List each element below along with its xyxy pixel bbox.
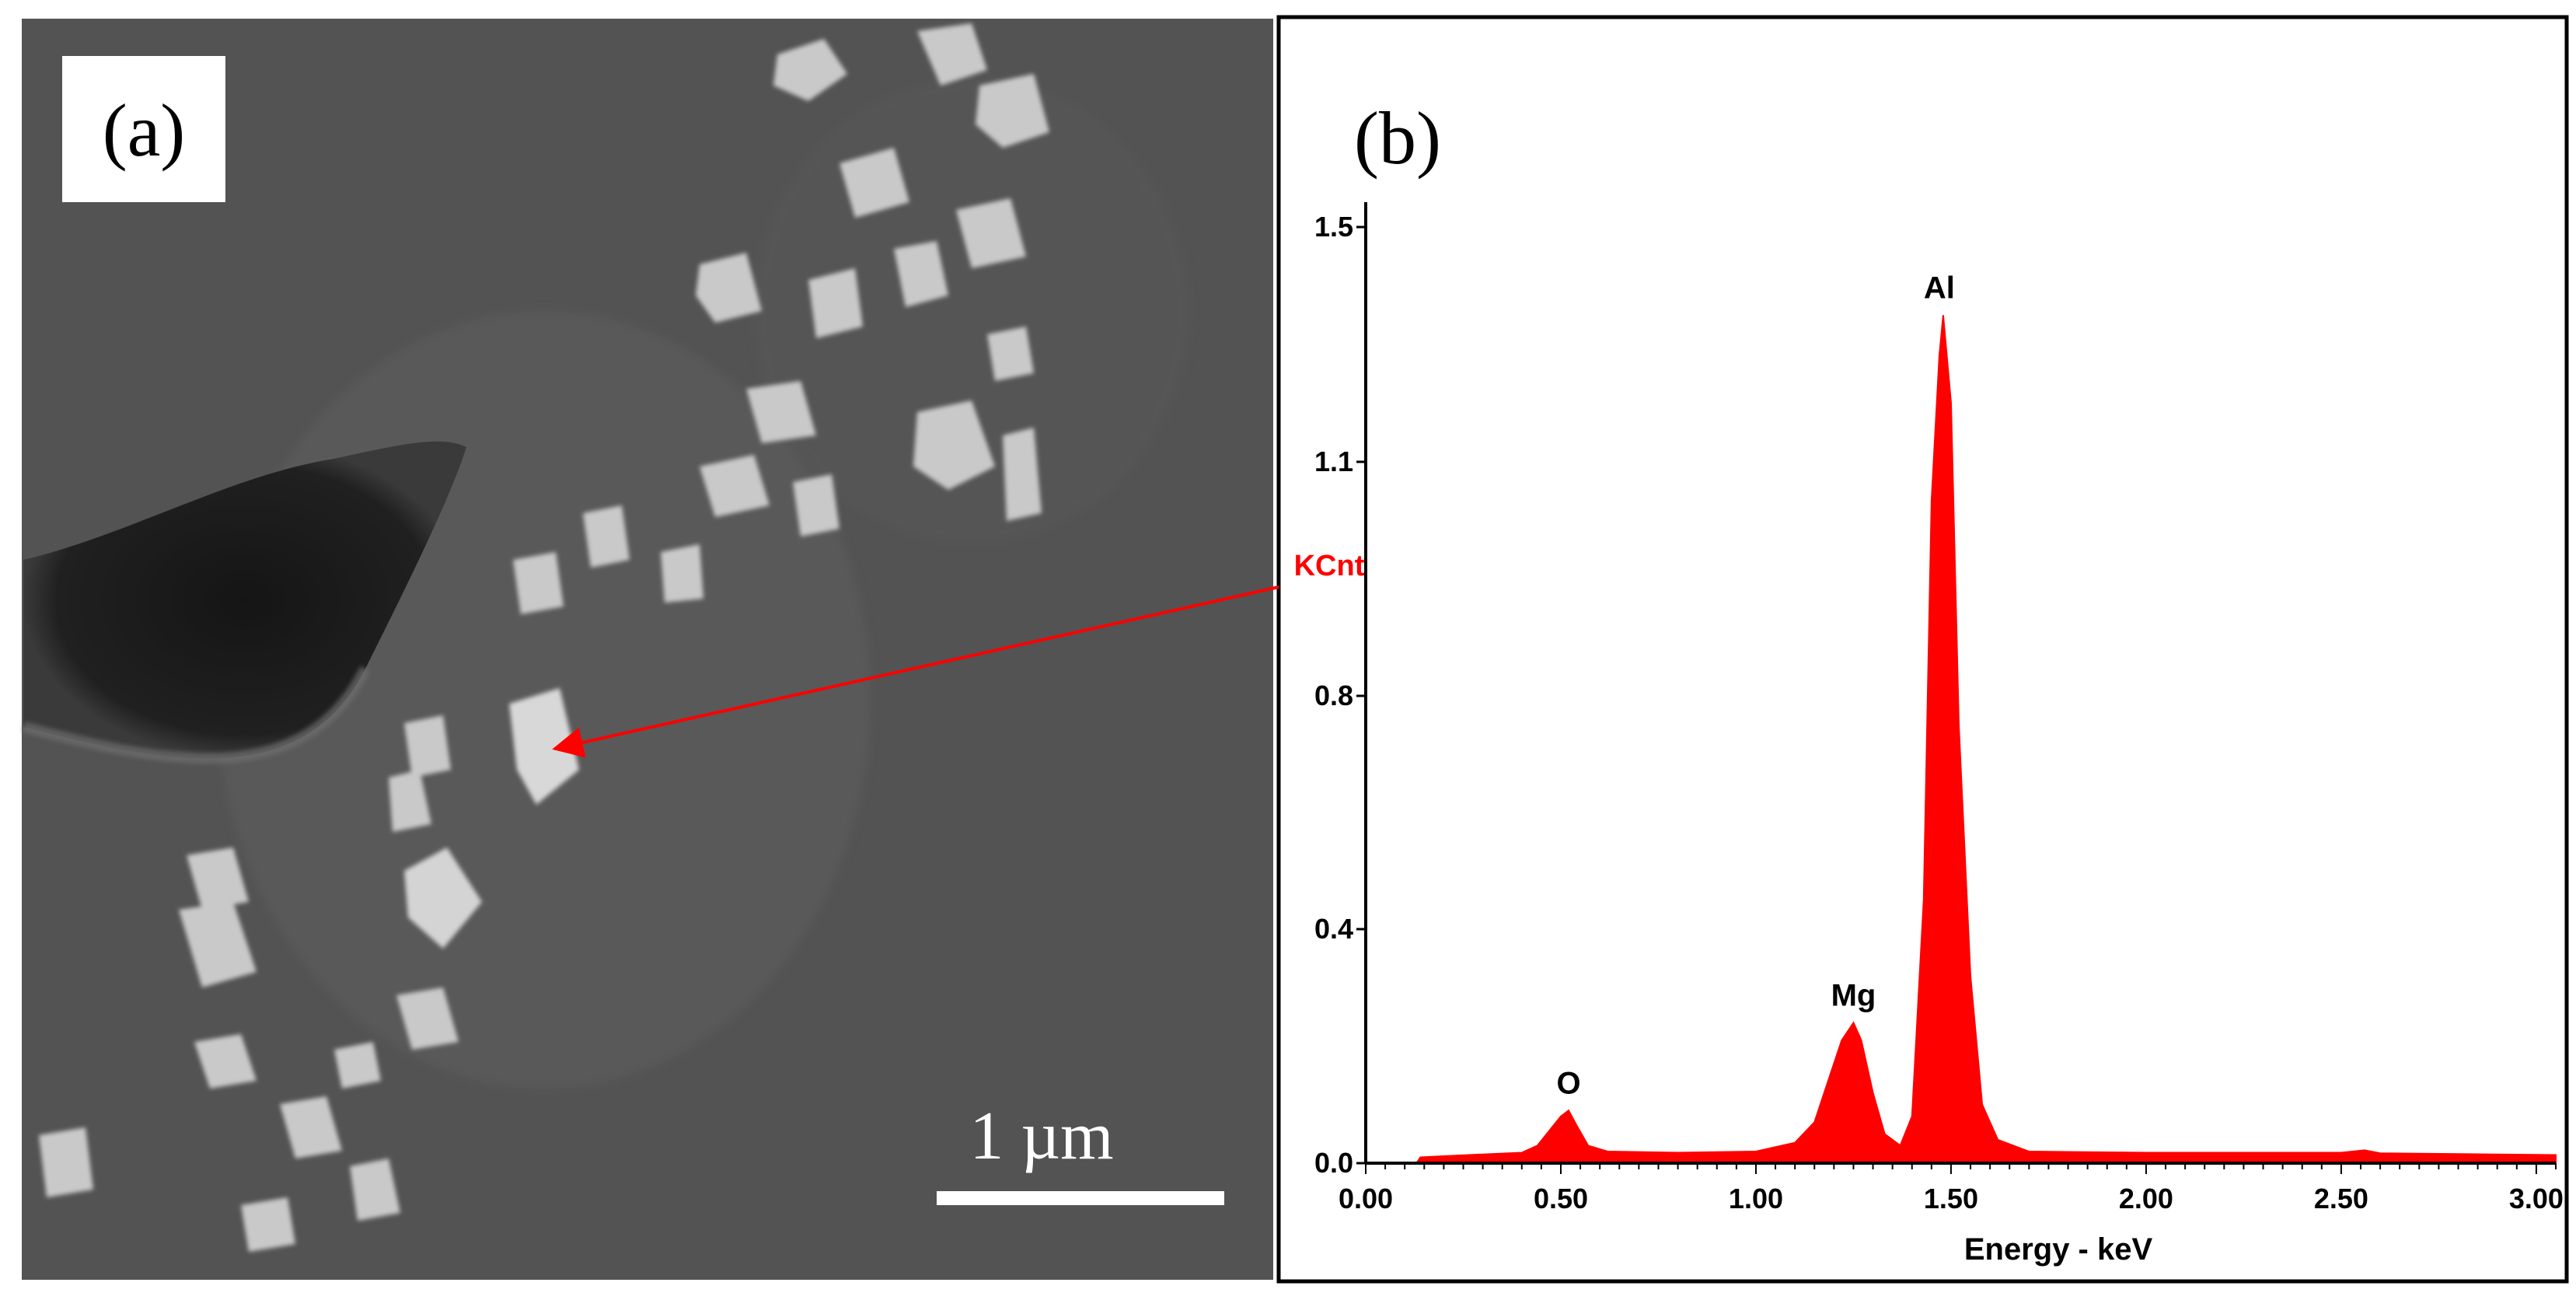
- sem-particle: [746, 381, 816, 443]
- sem-particle: [956, 198, 1026, 268]
- y-axis-label: KCnt: [1294, 550, 1365, 582]
- sem-pore-rim: [22, 666, 371, 764]
- sem-particle: [241, 1197, 295, 1252]
- x-tick-label: 2.50: [2314, 1183, 2368, 1214]
- sem-particle: [583, 505, 630, 568]
- eds-panel: (b) 0.0 0.4 0.8 1.1 1.5 0.00 0.50 1.00 1.50 2.00 2…: [1276, 15, 2569, 1284]
- sem-particle: [396, 987, 459, 1050]
- x-tick-label: 1.50: [1924, 1183, 1978, 1214]
- sem-particle-target: [509, 688, 579, 805]
- x-tick-label: 3.00: [2509, 1183, 2564, 1214]
- y-tick-label: 0.4: [1314, 913, 1353, 945]
- sem-particle: [894, 241, 948, 307]
- y-tick-label: 1.5: [1314, 211, 1353, 243]
- peak-label: O: [1556, 1066, 1580, 1100]
- sem-particle: [696, 253, 762, 323]
- x-axis-label: Energy - keV: [1964, 1232, 2153, 1267]
- sem-particle: [404, 847, 482, 949]
- scale-bar: [937, 1191, 1224, 1205]
- sem-particle: [280, 1096, 342, 1158]
- y-tick-label: 0.8: [1314, 680, 1353, 711]
- sem-particle: [350, 1158, 400, 1221]
- pointer-arrow: [552, 585, 1279, 758]
- sem-particle: [404, 715, 451, 778]
- sem-particle: [773, 39, 847, 101]
- sem-particle: [839, 148, 909, 218]
- sem-particle: [389, 770, 431, 832]
- spectrum-series: [1366, 315, 2557, 1164]
- y-tick-label: 1.1: [1314, 446, 1353, 477]
- panel-a-label-box: [62, 56, 225, 202]
- sem-particle: [987, 327, 1034, 381]
- sem-panel: (a) 1 µm: [22, 19, 1273, 1280]
- sem-particle: [793, 474, 839, 536]
- axis-ticks: 0.0 0.4 0.8 1.1 1.5 0.00 0.50 1.00 1.50 2.00 2.50 3…: [1314, 211, 2564, 1214]
- x-tick-label: 2.00: [2119, 1183, 2173, 1214]
- sem-particle: [194, 1034, 257, 1089]
- sem-particle: [661, 544, 703, 603]
- x-tick-label: 1.00: [1729, 1183, 1783, 1214]
- sem-particle: [1003, 428, 1042, 521]
- sem-particle: [187, 847, 249, 910]
- peak-label: Al: [1924, 271, 1955, 305]
- panel-b-label: (b): [1354, 96, 1441, 180]
- x-tick-label: 0.50: [1534, 1183, 1588, 1214]
- sem-particle: [334, 1042, 381, 1089]
- sem-particle: [808, 268, 863, 338]
- sem-particle: [179, 902, 257, 987]
- x-tick-label: 0.00: [1339, 1183, 1393, 1214]
- y-tick-label: 0.0: [1314, 1147, 1353, 1179]
- peak-labels: O Mg Al: [1556, 271, 1954, 1100]
- sem-particle: [39, 1127, 93, 1197]
- panel-a-label: (a): [103, 89, 186, 172]
- scale-bar-label: 1 µm: [969, 1099, 1113, 1174]
- sem-particle: [700, 455, 770, 517]
- sem-particle: [913, 400, 995, 490]
- sem-particle: [976, 74, 1049, 148]
- peak-label: Mg: [1831, 978, 1876, 1012]
- sem-particle: [513, 552, 564, 614]
- sem-particles: [39, 23, 1049, 1252]
- sem-particle: [917, 23, 987, 86]
